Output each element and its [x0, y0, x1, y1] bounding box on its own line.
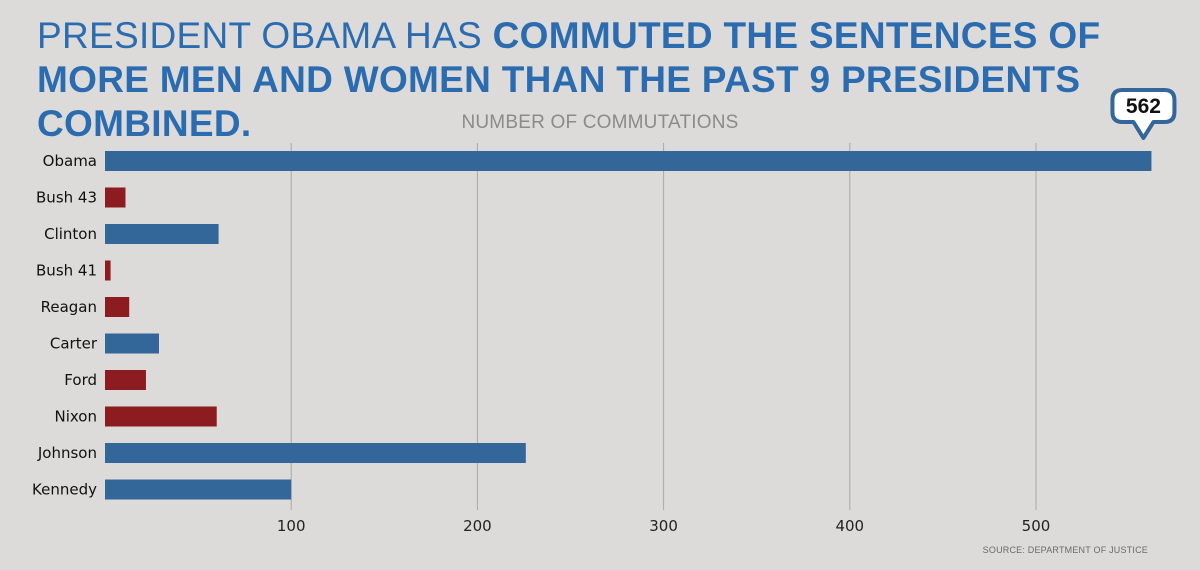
- x-tick-label: 400: [835, 517, 864, 535]
- category-label: Johnson: [37, 444, 97, 462]
- x-tick-label: 100: [277, 517, 306, 535]
- bar-carter: [105, 333, 159, 354]
- bar-bush-41: [105, 260, 111, 281]
- category-label: Obama: [43, 152, 97, 170]
- value-callout: 562: [1110, 88, 1177, 140]
- callout-bubble: [1110, 88, 1177, 140]
- source-note: SOURCE: DEPARTMENT OF JUSTICE: [982, 545, 1148, 555]
- bar-kennedy: [105, 479, 292, 500]
- category-label: Clinton: [44, 225, 97, 243]
- category-label: Bush 43: [36, 189, 97, 207]
- bar-nixon: [105, 406, 217, 427]
- headline-light: PRESIDENT OBAMA HAS: [37, 15, 493, 56]
- x-tick-label: 200: [463, 517, 492, 535]
- category-label: Nixon: [55, 408, 98, 426]
- headline: PRESIDENT OBAMA HAS COMMUTED THE SENTENC…: [37, 14, 1167, 146]
- callout-value-label: 562: [1126, 95, 1161, 118]
- bar-reagan: [105, 297, 130, 317]
- category-label: Kennedy: [32, 481, 97, 499]
- category-label: Bush 41: [36, 262, 97, 280]
- bar-ford: [105, 370, 146, 390]
- bar-johnson: [105, 443, 526, 463]
- chart-title: NUMBER OF COMMUTATIONS: [461, 112, 739, 133]
- bar-clinton: [105, 224, 219, 244]
- bar-bush-43: [105, 187, 126, 208]
- bar-obama: [105, 151, 1152, 171]
- x-tick-label: 500: [1022, 517, 1051, 535]
- category-label: Reagan: [41, 298, 97, 316]
- x-tick-label: 300: [649, 517, 678, 535]
- category-label: Ford: [64, 371, 97, 389]
- headline-bold: COMMUTED THE SENTENCES OF MORE MEN AND W…: [37, 15, 1101, 144]
- category-label: Carter: [50, 335, 98, 353]
